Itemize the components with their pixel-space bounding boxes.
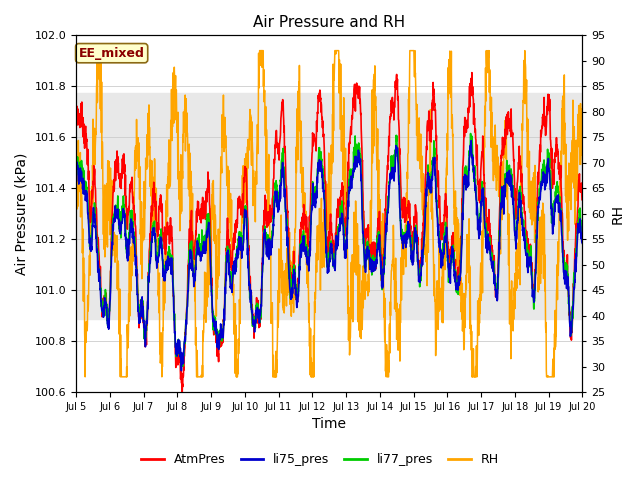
Y-axis label: Air Pressure (kPa): Air Pressure (kPa) <box>15 153 29 275</box>
Text: EE_mixed: EE_mixed <box>79 47 145 60</box>
Legend: AtmPres, li75_pres, li77_pres, RH: AtmPres, li75_pres, li77_pres, RH <box>136 448 504 471</box>
Bar <box>76 93 582 320</box>
X-axis label: Time: Time <box>312 418 346 432</box>
Y-axis label: RH: RH <box>611 204 625 224</box>
Title: Air Pressure and RH: Air Pressure and RH <box>253 15 405 30</box>
